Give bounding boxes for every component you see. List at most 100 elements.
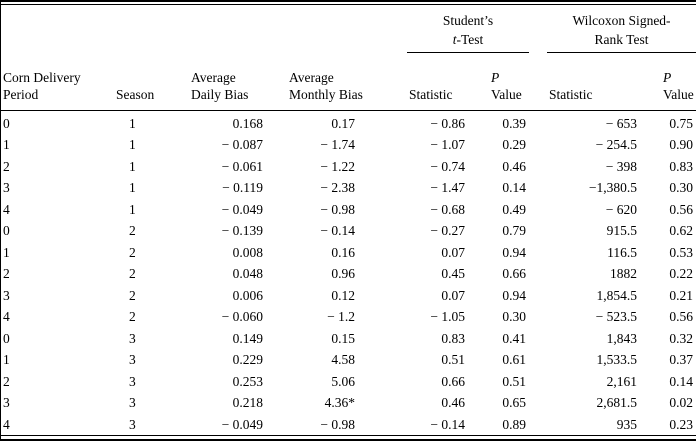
cell-t-p-value: 0.41 [502,330,527,346]
cell-t-statistic: − 0.27 [430,223,465,238]
bottom-double-rule [1,436,696,441]
cell-daily-bias: 0.253 [232,373,263,389]
t-test-label-line1: Student’s [442,13,494,28]
cell-w-p-value: 0.90 [669,137,694,152]
wilcoxon-label-line1: Wilcoxon Signed- [572,13,671,28]
monthly-bias-header-line2: Monthly Bias [289,86,363,102]
table-row: 3 3 0.218 4.36* 0.46 0.65 2,681.5 0.02 [1,392,696,414]
cell-w-statistic: − 254.5 [595,137,638,152]
t-test-italic-t: t [452,32,457,47]
header-spacer [1,5,114,53]
header-spacer [189,5,271,53]
cell-t-statistic: − 0.74 [430,158,465,174]
cell-season: 2 [129,244,136,260]
cell-daily-bias: − 0.060 [221,309,263,324]
cell-w-p-value: 0.75 [669,115,694,131]
header-spacer [271,5,367,53]
w-p-header-p: P [663,69,672,85]
cell-t-statistic: 0.45 [441,266,465,281]
cell-t-p-value: 0.79 [502,223,527,238]
cell-period: 3 [3,395,10,410]
cell-t-p-value: 0.94 [502,244,527,260]
cell-daily-bias: 0.229 [232,352,263,367]
cell-w-statistic: −1,380.5 [588,180,638,195]
t-test-label-rest: -Test [456,32,484,47]
cell-monthly-bias: − 0.98 [320,201,355,217]
cell-w-statistic: 1,843 [606,330,638,346]
cell-w-p-value: 0.14 [669,373,694,389]
cell-period: 2 [3,266,10,281]
cell-daily-bias: − 0.049 [221,201,263,217]
t-p-header-p: P [491,69,500,85]
cell-w-p-value: 0.56 [669,201,694,217]
cell-monthly-bias: 0.16 [331,244,355,260]
cell-daily-bias: − 0.139 [221,223,263,238]
cell-monthly-bias: 0.15 [331,330,355,346]
cell-w-p-value: 0.37 [669,352,694,367]
column-header-t-statistic: Statistic [367,53,471,111]
monthly-bias-header-line1: Average [289,69,334,85]
table-row: 4 3 − 0.049 − 0.98 − 0.14 0.89 935 0.23 [1,414,696,436]
season-header-label: Season [116,86,155,102]
cell-t-p-value: 0.61 [502,352,527,367]
cell-daily-bias: 0.149 [232,330,263,346]
cell-daily-bias: 0.008 [232,244,263,260]
cell-season: 1 [129,201,136,217]
cell-monthly-bias: 0.96 [331,266,355,281]
cell-daily-bias: 0.048 [232,266,263,281]
cell-season: 2 [129,223,136,238]
table-row: 1 3 0.229 4.58 0.51 0.61 1,533.5 0.37 [1,349,696,371]
cell-period: 2 [3,373,10,389]
table-row: 3 1 − 0.119 − 2.38 − 1.47 0.14 −1,380.5 0.30 [1,177,696,199]
cell-monthly-bias: 0.12 [331,287,355,303]
column-header-w-statistic: Statistic [529,53,644,111]
top-double-rule [1,0,696,5]
cell-daily-bias: − 0.087 [221,137,263,152]
cell-t-statistic: 0.83 [441,330,465,346]
t-p-header-value: Value [491,86,522,102]
table-header: Student’s t-Test Wilcoxon Signed- Rank T… [1,5,696,111]
cell-daily-bias: − 0.061 [221,158,263,174]
cell-t-statistic: − 0.68 [430,201,465,217]
cell-w-statistic: − 620 [605,201,638,217]
cell-period: 3 [3,180,10,195]
cell-t-statistic: − 1.07 [430,137,465,152]
cell-t-p-value: 0.51 [502,373,527,389]
cell-w-p-value: 0.21 [669,287,694,303]
w-p-header-value: Value [663,86,694,102]
w-statistic-header-label: Statistic [549,86,593,102]
cell-w-statistic: 1882 [610,266,638,281]
column-header-season: Season [114,53,189,111]
cell-period: 0 [3,115,10,131]
cell-monthly-bias: − 1.74 [320,137,355,152]
cell-w-p-value: 0.62 [669,223,694,238]
cell-period: 3 [3,287,10,303]
table-row: 3 2 0.006 0.12 0.07 0.94 1,854.5 0.21 [1,285,696,307]
daily-bias-header-line1: Average [191,69,236,85]
cell-w-p-value: 0.02 [669,395,694,410]
cell-season: 3 [129,352,136,367]
cell-season: 3 [129,330,136,346]
t-test-group-label: Student’s t-Test [407,11,530,53]
group-header-wilcoxon: Wilcoxon Signed- Rank Test [529,5,696,53]
column-header-w-p-value: P Value [643,53,696,111]
corn-delivery-bias-table: Student’s t-Test Wilcoxon Signed- Rank T… [1,5,696,436]
table-body: 0 1 0.168 0.17 − 0.86 0.39 − 653 0.75 1 1 − 0.087 −… [1,110,696,436]
cell-t-p-value: 0.14 [502,180,527,195]
table-row: 2 2 0.048 0.96 0.45 0.66 1882 0.22 [1,263,696,285]
cell-w-statistic: 915.5 [606,223,638,238]
cell-t-statistic: − 1.05 [430,309,465,324]
cell-t-statistic: 0.07 [441,244,465,260]
cell-t-p-value: 0.29 [502,137,527,152]
cell-t-statistic: 0.07 [441,287,465,303]
cell-monthly-bias: 0.17 [331,115,355,131]
wilcoxon-group-label: Wilcoxon Signed- Rank Test [547,11,696,53]
cell-period: 1 [3,244,10,260]
cell-season: 1 [129,158,136,174]
cell-w-statistic: − 653 [605,115,638,131]
cell-period: 1 [3,352,10,367]
table-row: 0 3 0.149 0.15 0.83 0.41 1,843 0.32 [1,328,696,350]
cell-daily-bias: 0.218 [232,395,263,410]
cell-period: 4 [3,201,10,217]
t-test-label-line2: t-Test [407,30,529,49]
